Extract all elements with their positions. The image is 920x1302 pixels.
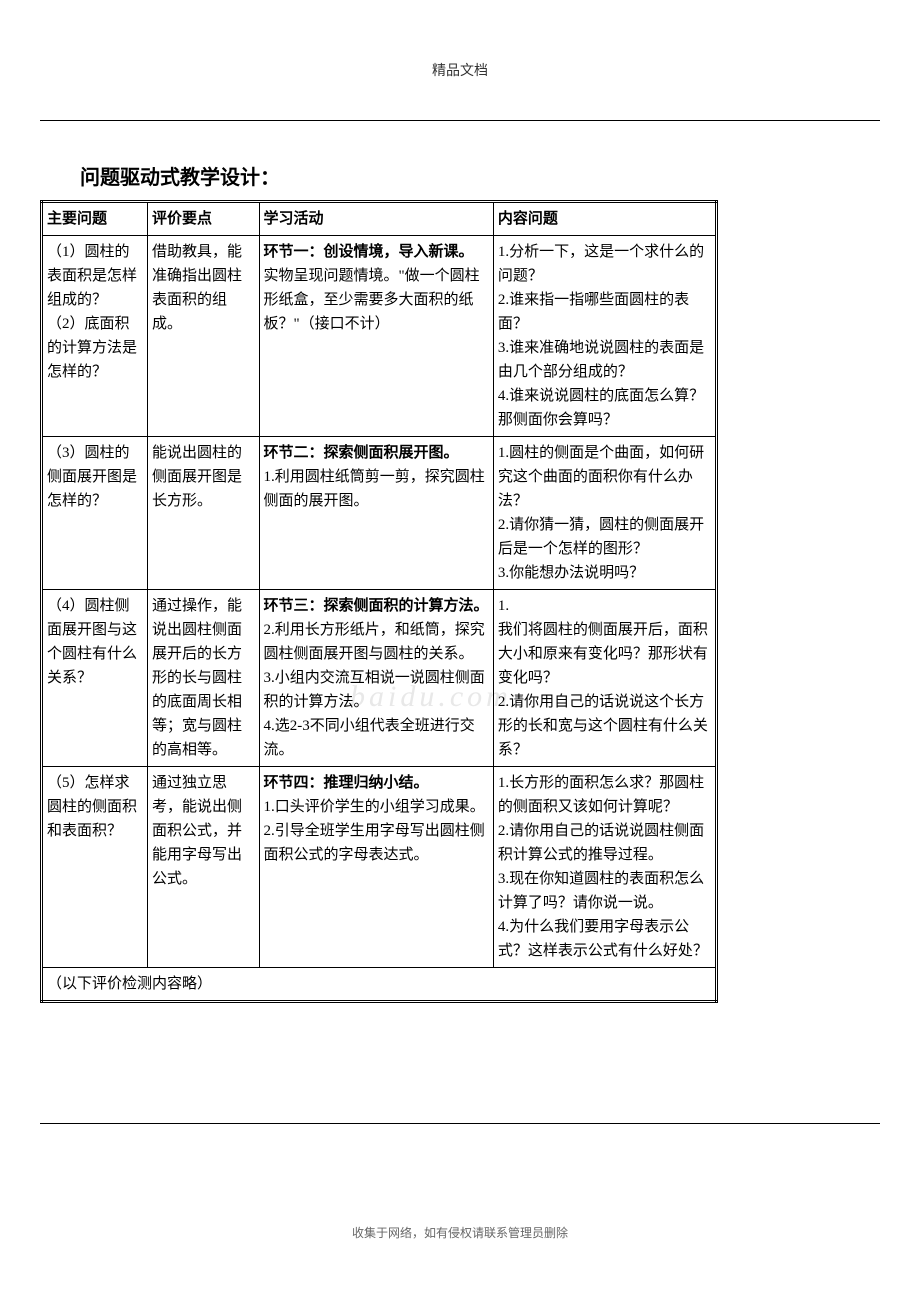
cell-activity: 环节三：探索侧面积的计算方法。 2.利用长方形纸片，和纸筒，探究圆柱侧面展开图与圆… xyxy=(259,590,493,767)
table-header-row: 主要问题 评价要点 学习活动 内容问题 xyxy=(42,202,717,236)
cell-evaluation: 通过独立思考，能说出侧面积公式，并能用字母写出公式。 xyxy=(147,767,259,968)
cell-main-question: （4）圆柱侧面展开图与这个圆柱有什么关系？ xyxy=(42,590,148,767)
activity-body: 1.口头评价学生的小组学习成果。2.引导全班学生用字母写出圆柱侧面积公式的字母表… xyxy=(264,799,485,863)
cell-content-question: 1.圆柱的侧面是个曲面，如何研究这个曲面的面积你有什么办法？2.请你猜一猜，圆柱… xyxy=(493,437,716,590)
footer-divider xyxy=(40,1123,880,1124)
activity-body: 实物呈现问题情境。"做一个圆柱形纸盒，至少需要多大面积的纸板？"（接口不计） xyxy=(264,268,480,332)
cell-activity: 环节一：创设情境，导入新课。实物呈现问题情境。"做一个圆柱形纸盒，至少需要多大面… xyxy=(259,236,493,437)
cell-content-question: 1.长方形的面积怎么求？那圆柱的侧面积又该如何计算呢？2.请你用自己的话说说圆柱… xyxy=(493,767,716,968)
header-content-question: 内容问题 xyxy=(493,202,716,236)
header-activity: 学习活动 xyxy=(259,202,493,236)
activity-title: 环节一：创设情境，导入新课。 xyxy=(264,244,474,260)
cell-evaluation: 通过操作，能说出圆柱侧面展开后的长方形的长与圆柱的底面周长相等；宽与圆柱的高相等… xyxy=(147,590,259,767)
page-title: 问题驱动式教学设计： xyxy=(80,161,880,190)
table-row: （4）圆柱侧面展开图与这个圆柱有什么关系？ 通过操作，能说出圆柱侧面展开后的长方… xyxy=(42,590,717,767)
cell-activity: 环节四：推理归纳小结。 1.口头评价学生的小组学习成果。2.引导全班学生用字母写出… xyxy=(259,767,493,968)
header-divider xyxy=(40,120,880,121)
table-row: （3）圆柱的侧面展开图是怎样的？ 能说出圆柱的侧面展开图是长方形。 环节二：探索… xyxy=(42,437,717,590)
table-footer-cell: （以下评价检测内容略） xyxy=(42,968,717,1002)
cell-main-question: （5）怎样求圆柱的侧面积和表面积？ xyxy=(42,767,148,968)
activity-body: 1.利用圆柱纸筒剪一剪，探究圆柱侧面的展开图。 xyxy=(264,469,485,509)
activity-body: 2.利用长方形纸片，和纸筒，探究圆柱侧面展开图与圆柱的关系。3.小组内交流互相说… xyxy=(264,622,485,758)
cell-content-question: 1.我们将圆柱的侧面展开后，面积大小和原来有变化吗？那形状有变化吗？2.请你用自… xyxy=(493,590,716,767)
activity-title: 环节三：探索侧面积的计算方法。 xyxy=(264,598,489,614)
table-footer-row: （以下评价检测内容略） xyxy=(42,968,717,1002)
lesson-design-table: 主要问题 评价要点 学习活动 内容问题 （1）圆柱的表面积是怎样组成的？（2）底… xyxy=(40,200,718,1003)
header-evaluation: 评价要点 xyxy=(147,202,259,236)
cell-main-question: （3）圆柱的侧面展开图是怎样的？ xyxy=(42,437,148,590)
cell-activity: 环节二：探索侧面积展开图。 1.利用圆柱纸筒剪一剪，探究圆柱侧面的展开图。 xyxy=(259,437,493,590)
cell-main-question: （1）圆柱的表面积是怎样组成的？（2）底面积的计算方法是怎样的？ xyxy=(42,236,148,437)
table-row: （1）圆柱的表面积是怎样组成的？（2）底面积的计算方法是怎样的？ 借助教具，能准… xyxy=(42,236,717,437)
cell-content-question: 1.分析一下，这是一个求什么的问题？2.谁来指一指哪些面圆柱的表面？3.谁来准确… xyxy=(493,236,716,437)
table-row: （5）怎样求圆柱的侧面积和表面积？ 通过独立思考，能说出侧面积公式，并能用字母写… xyxy=(42,767,717,968)
activity-title: 环节二：探索侧面积展开图。 xyxy=(264,445,459,461)
header-main-question: 主要问题 xyxy=(42,202,148,236)
cell-evaluation: 能说出圆柱的侧面展开图是长方形。 xyxy=(147,437,259,590)
page-header: 精品文档 xyxy=(40,60,880,80)
page-footer: 收集于网络，如有侵权请联系管理员删除 xyxy=(40,1224,880,1241)
activity-title: 环节四：推理归纳小结。 xyxy=(264,775,429,791)
cell-evaluation: 借助教具，能准确指出圆柱表面积的组成。 xyxy=(147,236,259,437)
